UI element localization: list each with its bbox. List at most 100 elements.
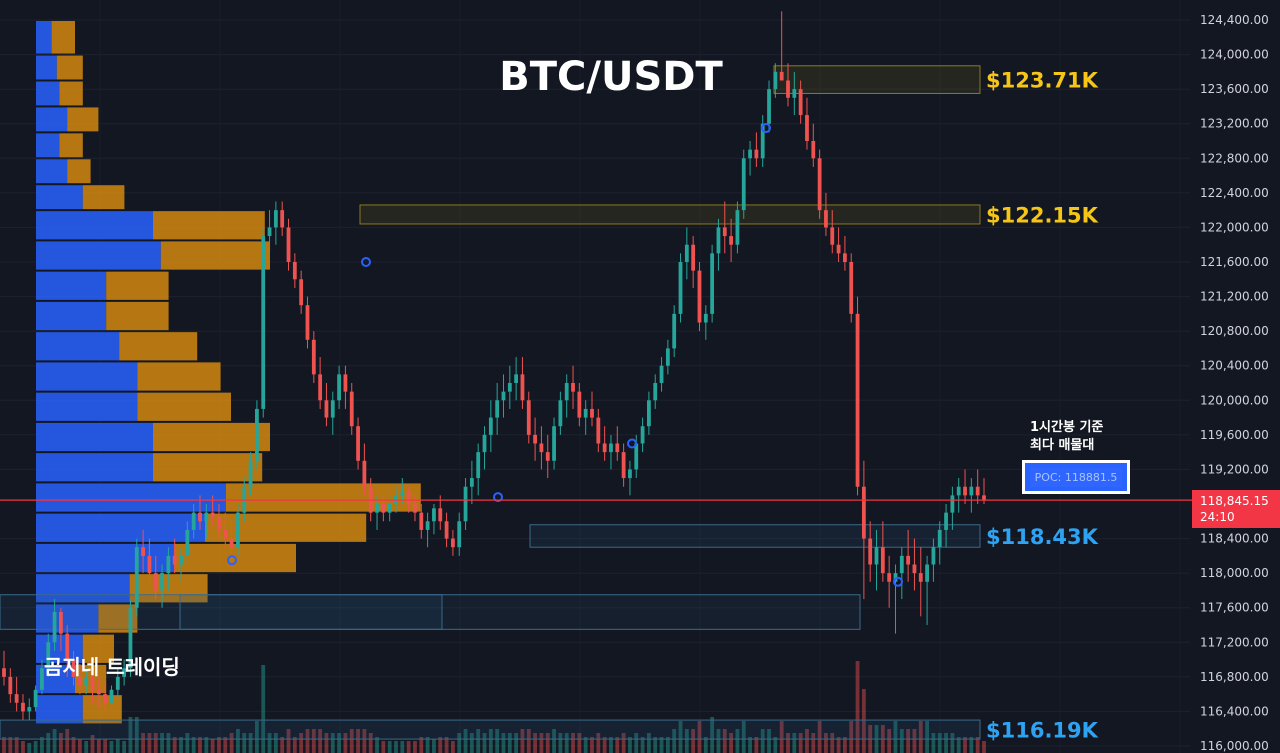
volume-bar [792,733,797,753]
profile-buy-bar [36,241,161,270]
price-axis[interactable]: 124,400.00 124,000.00 123,600.00 123,200.00… [1200,13,1269,753]
volume-bar [975,737,980,753]
axis-tick-label: 120,400.00 [1200,359,1269,373]
volume-bar [204,737,209,753]
volume-bar [615,737,620,753]
candle-body [375,504,379,513]
candle-body [691,244,696,271]
candle-body [678,262,683,314]
volume-bar [210,739,215,753]
volume-bar [640,737,645,753]
volume-bar [305,729,310,753]
candle-body [46,642,51,669]
volume-bar [817,721,822,753]
axis-tick-label: 124,400.00 [1200,13,1269,27]
candle-body [583,408,588,418]
volume-bar [672,729,677,753]
candle-body [469,478,474,487]
candle-body [861,486,866,539]
volume-bar [628,737,632,753]
candle-body [634,443,639,470]
volume-bar [425,737,430,753]
candle-body [432,508,436,522]
volume-bar [273,733,278,753]
candle-body [261,236,266,409]
volume-bar [659,737,664,753]
candle-body [748,149,752,159]
volume-bar [330,733,335,753]
level-label: $116.19K [986,719,1099,743]
volume-bar [261,665,266,753]
volume-bar [122,741,127,753]
level-zone [529,524,981,548]
poc-note-line-1: 1시간봉 기준 [1030,420,1104,435]
profile-sell-bar [82,634,114,663]
volume-bar [583,737,588,753]
volume-bar [602,737,607,753]
candle-body [628,469,632,479]
candle-body [134,547,139,608]
candle-body [893,573,898,582]
candle-body [697,270,702,323]
volume-bar [609,737,613,753]
volume-bar [96,739,101,753]
volume-bar [185,733,190,753]
volume-bar [539,733,544,753]
volume-bar [495,729,500,753]
candle-body [451,538,455,548]
volume-bar [697,721,702,753]
volume-bar [457,733,462,753]
profile-sell-bar [153,211,265,240]
volume-bar [255,721,259,753]
candle-body [96,689,101,695]
candle-body [843,253,847,262]
candle-body [501,391,506,401]
volume-bar [362,729,367,753]
volume-bar [590,737,594,753]
profile-buy-bar [36,422,153,452]
candle-body [318,374,323,401]
candle-body [349,391,354,427]
volume-bar [824,733,828,753]
volume-bar [912,729,917,753]
candle-body [488,417,493,435]
volume-bar [413,741,417,753]
candle-body [14,694,19,703]
candle-body [153,573,158,591]
candle-body [514,374,519,383]
volume-bar [217,737,221,753]
candle-body [925,564,929,582]
volume-bar [956,737,961,753]
candle-body [255,408,259,461]
profile-buy-bar [36,513,205,542]
candle-body [337,374,341,401]
volume-bar [343,733,348,753]
volume-bar [2,737,6,753]
profile-buy-bar [36,574,130,603]
volume-bar [84,741,89,753]
candle-body [849,262,854,314]
candle-body [944,512,948,530]
volume-bar [90,735,95,753]
candle-body [141,547,145,556]
profile-sell-bar [82,695,122,724]
volume-bar [248,733,253,753]
candle-body [2,668,6,677]
volume-bar [476,729,481,753]
volume-bar [931,733,936,753]
axis-tick-label: 120,800.00 [1200,324,1269,338]
volume-bar [678,721,683,753]
volume-bar [830,733,835,753]
volume-bar [558,733,563,753]
profile-buy-bar [36,301,107,331]
candle-body [299,279,304,306]
volume-bar [779,721,784,753]
candle-body [311,339,316,375]
candle-body [457,521,462,548]
profile-buy-bar [36,271,107,300]
level-zone [359,204,981,225]
volume-bar [918,721,923,753]
volume-bars [2,661,986,753]
candles [2,11,986,721]
